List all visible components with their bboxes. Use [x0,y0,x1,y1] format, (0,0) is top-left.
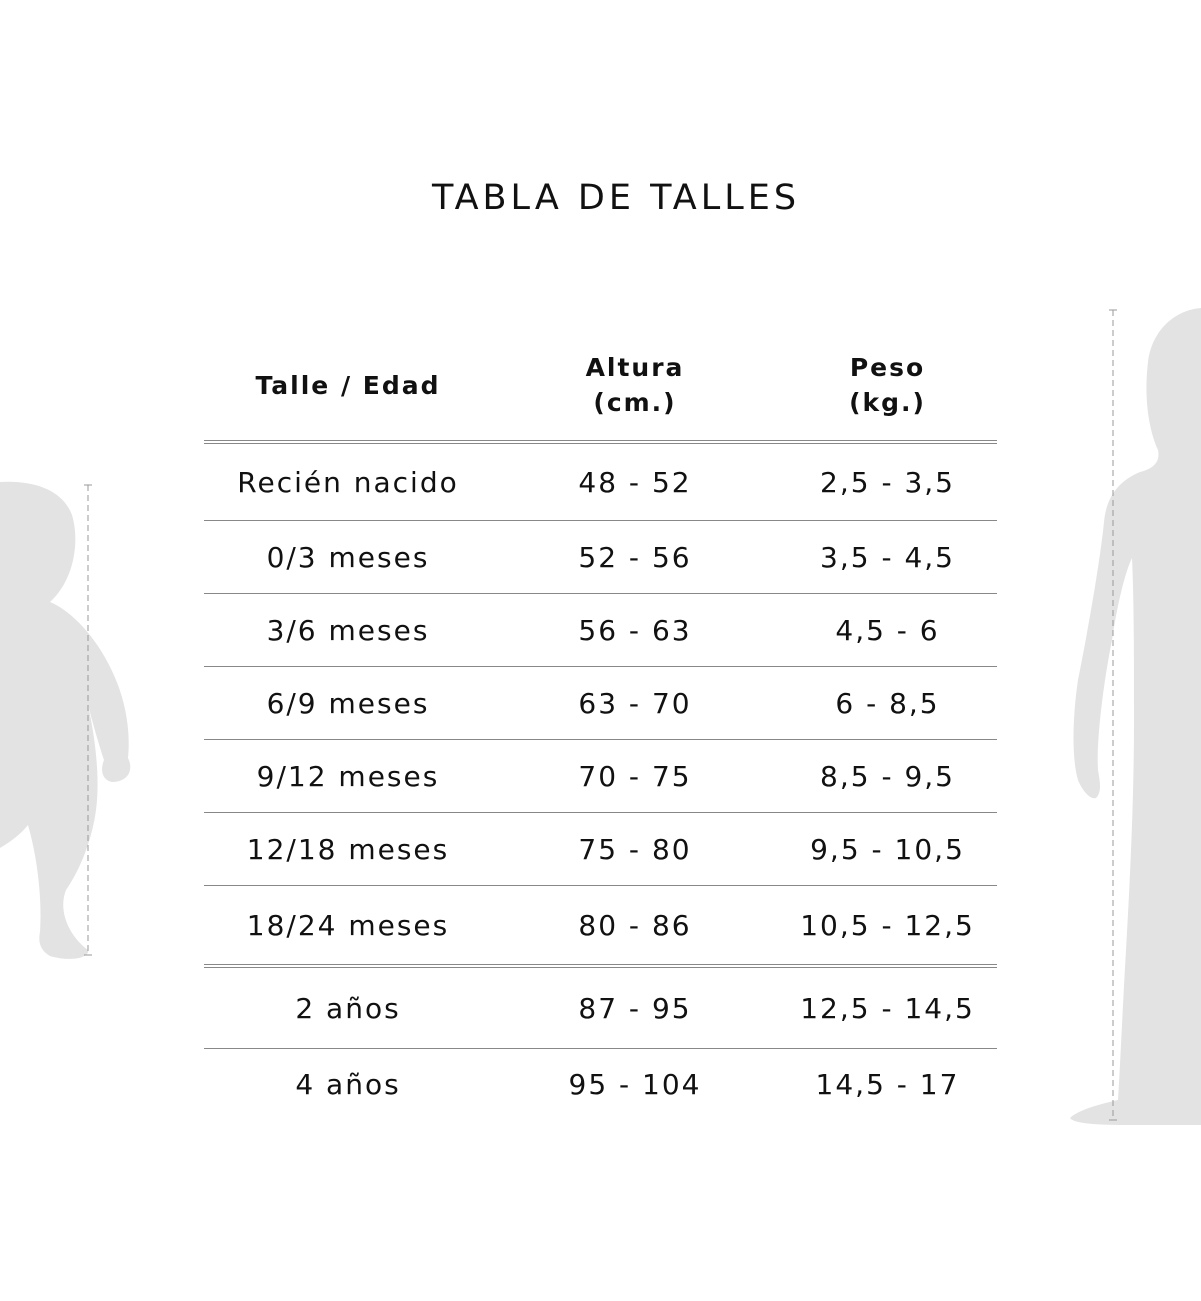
baby-silhouette-icon [0,481,131,959]
height-cell: 48 - 52 [492,442,778,521]
weight-cell: 4,5 - 6 [778,593,997,667]
size-cell: 18/24 meses [204,885,492,968]
weight-cell: 12,5 - 14,5 [778,966,997,1049]
header-weight-label: Peso [849,353,926,382]
child-silhouette-icon [1070,308,1201,1125]
size-cell: 3/6 meses [204,593,492,667]
weight-cell: 8,5 - 9,5 [778,739,997,813]
height-cell: 56 - 63 [492,593,778,667]
height-cell: 70 - 75 [492,739,778,813]
table-row: 9/12 meses 70 - 75 8,5 - 9,5 [204,739,997,813]
table-row: 0/3 meses 52 - 56 3,5 - 4,5 [204,520,997,594]
header-height: Altura (cm.) [492,330,778,444]
table-row: 6/9 meses 63 - 70 6 - 8,5 [204,666,997,740]
height-cell: 52 - 56 [492,520,778,594]
table-row: 4 años 95 - 104 14,5 - 17 [204,1049,997,1120]
table-row: 3/6 meses 56 - 63 4,5 - 6 [204,593,997,667]
header-size-age: Talle / Edad [204,330,492,444]
table-row: 12/18 meses 75 - 80 9,5 - 10,5 [204,812,997,886]
weight-cell: 2,5 - 3,5 [778,442,997,521]
size-cell: 2 años [204,966,492,1049]
weight-cell: 6 - 8,5 [778,666,997,740]
size-cell: 0/3 meses [204,520,492,594]
height-cell: 63 - 70 [492,666,778,740]
height-cell: 80 - 86 [492,885,778,968]
table-row: Recién nacido 48 - 52 2,5 - 3,5 [204,442,997,521]
size-chart-table: Talle / Edad Altura (cm.) Peso (kg.) Rec… [204,330,997,1119]
size-cell: Recién nacido [204,442,492,521]
weight-cell: 9,5 - 10,5 [778,812,997,886]
weight-cell: 3,5 - 4,5 [778,520,997,594]
header-height-label: Altura [585,353,685,382]
weight-cell: 14,5 - 17 [815,1067,960,1101]
size-cell: 4 años [295,1067,401,1101]
table-header-row: Talle / Edad Altura (cm.) Peso (kg.) [204,330,997,444]
table-row: 2 años 87 - 95 12,5 - 14,5 [204,966,997,1049]
page-title: TABLA DE TALLES [431,178,801,218]
size-cell: 9/12 meses [204,739,492,813]
weight-cell: 10,5 - 12,5 [778,885,997,968]
height-cell: 75 - 80 [492,812,778,886]
header-weight-unit: (kg.) [849,388,926,417]
height-cell: 95 - 104 [568,1067,702,1101]
table-row: 18/24 meses 80 - 86 10,5 - 12,5 [204,885,997,968]
size-cell: 6/9 meses [204,666,492,740]
header-weight: Peso (kg.) [778,330,997,444]
size-cell: 12/18 meses [204,812,492,886]
height-cell: 87 - 95 [492,966,778,1049]
header-height-unit: (cm.) [593,388,677,417]
